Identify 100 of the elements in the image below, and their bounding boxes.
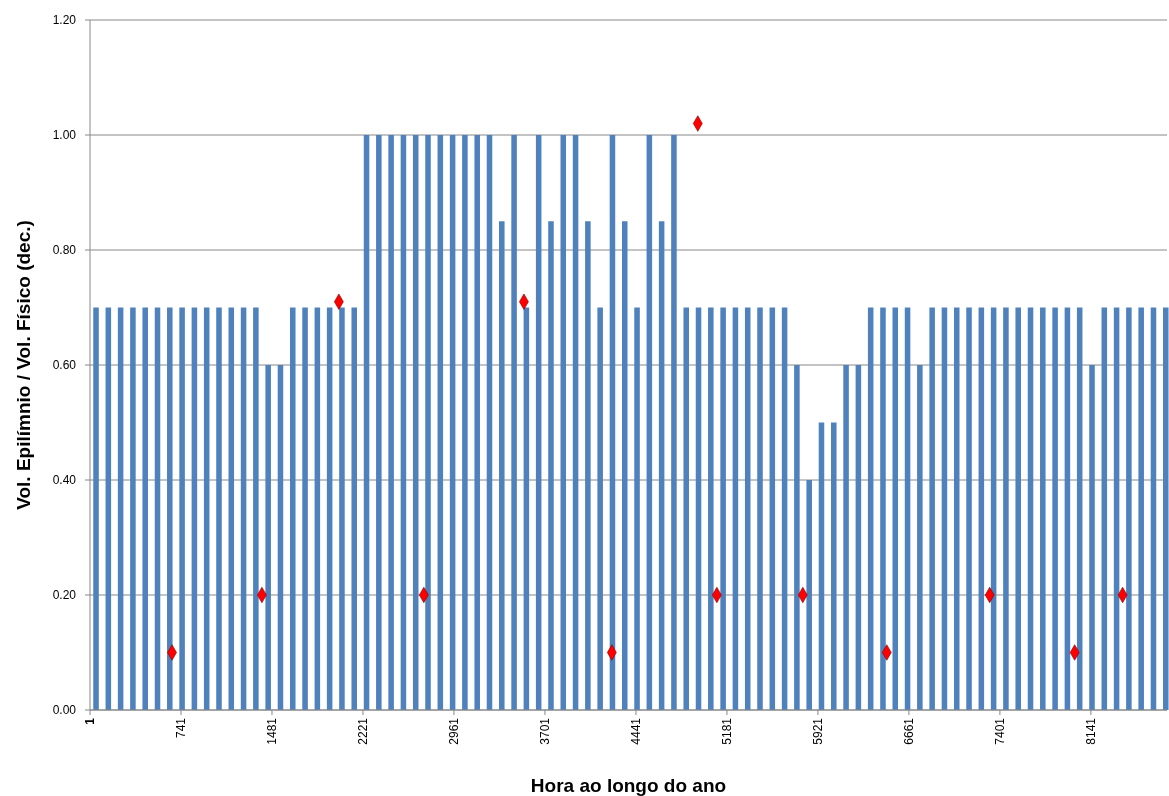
bar [978, 307, 985, 710]
bar [1052, 307, 1058, 710]
bar [929, 307, 935, 710]
x-tick-label: 2961 [447, 717, 462, 745]
bar [658, 221, 665, 710]
bar [794, 365, 800, 710]
bar [953, 307, 960, 710]
y-tick-label: 0.00 [52, 703, 77, 718]
bar [683, 307, 689, 710]
bar [1003, 307, 1009, 710]
bar [228, 307, 235, 710]
bar [523, 307, 530, 710]
bar [289, 307, 296, 710]
bar [855, 365, 862, 710]
bar [376, 135, 382, 710]
bar [904, 307, 911, 710]
bar [744, 307, 751, 710]
bar [191, 307, 198, 710]
y-tick-label: 0.80 [52, 243, 77, 258]
bar [695, 307, 702, 710]
bar [462, 135, 468, 710]
bar [757, 307, 763, 710]
x-tick-label: 3701 [538, 717, 553, 745]
bar [1027, 307, 1034, 710]
y-tick-label: 1.20 [52, 13, 77, 28]
bar [769, 307, 776, 710]
x-axis-title: Hora ao longo do ano [530, 775, 727, 796]
bar [93, 307, 99, 710]
bar [154, 307, 161, 710]
bar [572, 135, 579, 710]
bar [880, 307, 886, 710]
bar [412, 135, 419, 710]
bar [339, 307, 345, 710]
bar [548, 221, 554, 710]
bar [117, 307, 124, 710]
bar [474, 135, 480, 710]
bar [388, 135, 394, 710]
y-axis-title: Vol. Epilímnio / Vol. Físico (dec.) [13, 220, 34, 510]
bar [560, 135, 567, 710]
bar [892, 307, 899, 710]
bar [486, 135, 493, 710]
bar [499, 221, 505, 710]
bar [621, 221, 628, 710]
x-tick-label: 8141 [1084, 717, 1099, 745]
x-tick-label: 2221 [356, 717, 371, 745]
bar [1126, 307, 1132, 710]
bar [732, 307, 739, 710]
bar [277, 365, 284, 710]
bar [966, 307, 972, 710]
bar [130, 307, 136, 710]
y-tick-label: 0.20 [52, 588, 77, 603]
bar [1040, 307, 1046, 710]
bar [449, 135, 456, 710]
bar [167, 307, 173, 710]
bar [1015, 307, 1021, 710]
x-tick-label: 1481 [265, 717, 280, 745]
bar [203, 307, 210, 710]
bar [671, 135, 677, 710]
bar [1101, 307, 1108, 710]
bar [179, 307, 185, 710]
bar [314, 307, 321, 710]
bar [831, 422, 837, 710]
bar [646, 135, 653, 710]
x-tick-label: 4441 [629, 717, 644, 745]
bar [1113, 307, 1120, 710]
y-tick-label: 1.00 [52, 128, 77, 143]
x-tick-label: 741 [174, 717, 189, 739]
bar [351, 307, 358, 710]
y-tick-label: 0.40 [52, 473, 77, 488]
bar [511, 135, 517, 710]
bar [253, 307, 259, 710]
bar [720, 307, 726, 710]
bar [634, 307, 640, 710]
bar [781, 307, 788, 710]
bar [708, 307, 714, 710]
bar [917, 365, 923, 710]
bar [142, 307, 148, 710]
bar [363, 135, 370, 710]
x-tick-label: 7401 [993, 717, 1008, 745]
bar [818, 422, 825, 710]
bar [843, 365, 849, 710]
y-tick-label: 0.60 [52, 358, 77, 373]
bar [240, 307, 247, 710]
bar [941, 307, 948, 710]
bar [1150, 307, 1157, 710]
bar [265, 365, 271, 710]
bar [216, 307, 222, 710]
bar [806, 480, 812, 710]
bar [326, 307, 333, 710]
bar [1138, 307, 1144, 710]
bar [1064, 307, 1071, 710]
bar [535, 135, 542, 710]
x-tick-label: 5921 [811, 717, 826, 745]
x-tick-label: 6661 [902, 717, 917, 745]
bar [585, 221, 591, 710]
bar [425, 135, 431, 710]
x-tick-label: 1 [83, 717, 98, 725]
bar [867, 307, 874, 710]
bar [1089, 365, 1095, 710]
bar [437, 135, 444, 710]
